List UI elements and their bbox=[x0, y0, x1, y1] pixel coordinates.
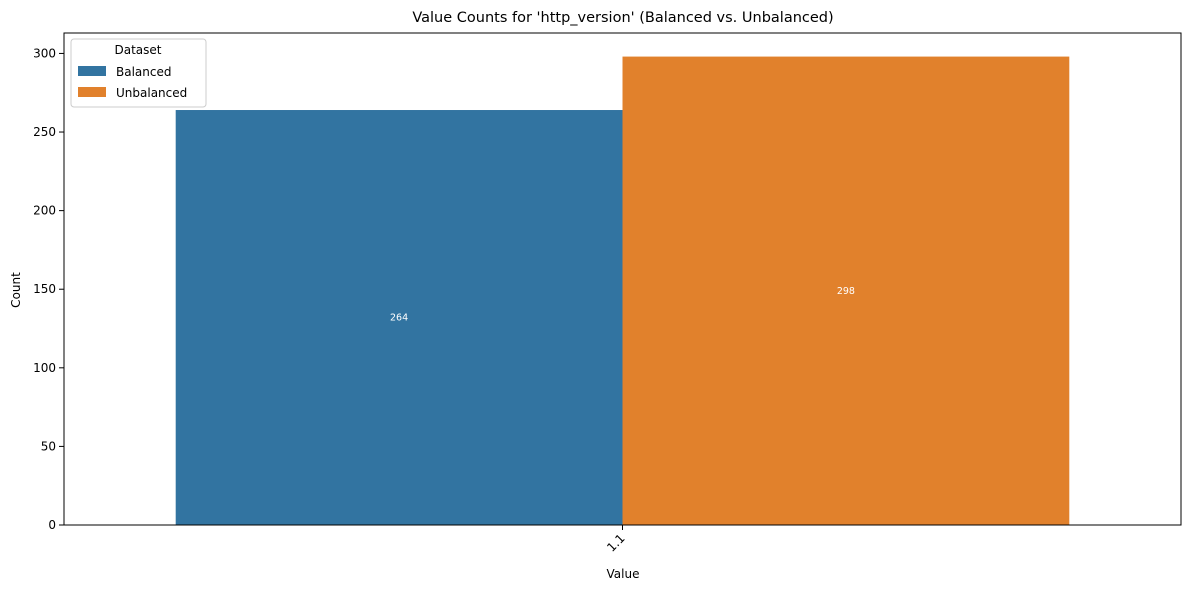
y-tick-label: 200 bbox=[33, 204, 56, 218]
bar-balanced-1.1 bbox=[175, 110, 623, 525]
legend-swatch-balanced bbox=[78, 66, 106, 76]
plot-area: 264 298 1.1 0 50 100 150 200 250 300 bbox=[33, 32, 1182, 555]
y-axis-label: Count bbox=[9, 272, 23, 308]
y-tick-label: 0 bbox=[48, 518, 56, 532]
x-axis-label: Value bbox=[607, 567, 640, 581]
y-tick-label: 50 bbox=[41, 439, 56, 453]
y-tick-label: 250 bbox=[33, 125, 56, 139]
x-tick-label: 1.1 bbox=[604, 531, 627, 554]
legend-label-unbalanced: Unbalanced bbox=[116, 86, 187, 100]
bar-label-unbalanced: 298 bbox=[837, 286, 855, 297]
bar-unbalanced-1.1 bbox=[622, 56, 1070, 525]
chart-title: Value Counts for 'http_version' (Balance… bbox=[412, 10, 833, 26]
legend: Dataset Balanced Unbalanced bbox=[70, 38, 207, 108]
y-tick-label: 100 bbox=[33, 361, 56, 375]
axes-frame bbox=[63, 32, 1182, 526]
y-tick-label: 150 bbox=[33, 282, 56, 296]
y-tick-label: 300 bbox=[33, 46, 56, 60]
legend-title: Dataset bbox=[115, 43, 162, 57]
legend-label-balanced: Balanced bbox=[116, 65, 171, 79]
bar-label-balanced: 264 bbox=[390, 313, 408, 324]
legend-swatch-unbalanced bbox=[78, 87, 106, 97]
